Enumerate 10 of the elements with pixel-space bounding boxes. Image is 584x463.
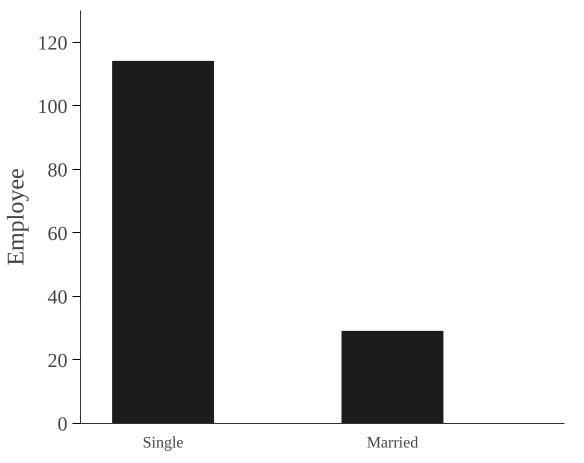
y-tick-label: 100 bbox=[38, 96, 68, 118]
y-tick-label: 60 bbox=[48, 222, 68, 245]
y-tick-label: 20 bbox=[48, 350, 68, 372]
y-tick-label: 0 bbox=[58, 414, 68, 436]
y-tick-label: 80 bbox=[48, 159, 68, 182]
x-tick-label: Single bbox=[142, 434, 184, 452]
x-tick-label: Married bbox=[366, 434, 418, 452]
y-tick-label: 120 bbox=[38, 32, 68, 54]
y-tick-label: 40 bbox=[48, 286, 68, 308]
y-axis-title: Employee bbox=[4, 168, 30, 266]
